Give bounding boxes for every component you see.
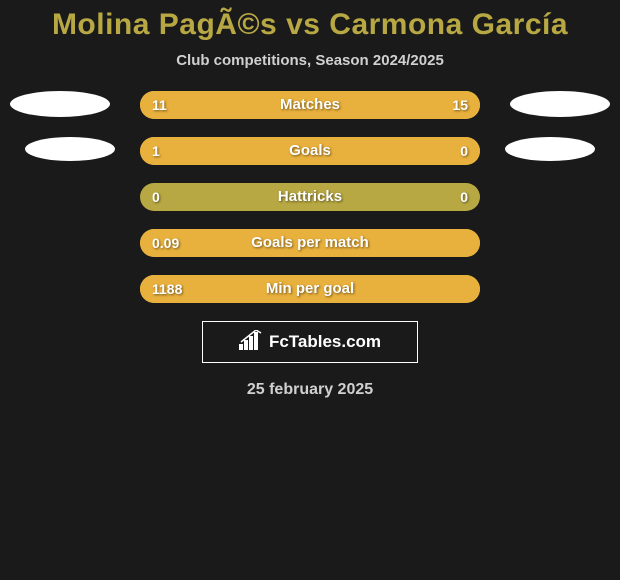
stat-row-mpg: 1188 Min per goal bbox=[0, 275, 620, 303]
player-avatar-left-2 bbox=[25, 137, 115, 161]
stat-row-goals: 1 Goals 0 bbox=[0, 137, 620, 165]
comparison-area: 11 Matches 15 1 Goals 0 0 Hattricks 0 bbox=[0, 91, 620, 303]
logo-box[interactable]: FcTables.com bbox=[202, 321, 418, 363]
bar-value-right: 0 bbox=[460, 137, 468, 165]
player-avatar-right-2 bbox=[505, 137, 595, 161]
subtitle: Club competitions, Season 2024/2025 bbox=[0, 52, 620, 69]
page-title: Molina PagÃ©s vs Carmona García bbox=[0, 8, 620, 42]
main-container: Molina PagÃ©s vs Carmona García Club com… bbox=[0, 0, 620, 399]
bar-track: 0 Hattricks 0 bbox=[140, 183, 480, 211]
bar-value-right: 0 bbox=[460, 183, 468, 211]
bar-label: Goals bbox=[140, 137, 480, 165]
bar-track: 1 Goals 0 bbox=[140, 137, 480, 165]
stat-row-hattricks: 0 Hattricks 0 bbox=[0, 183, 620, 211]
logo-chart-icon bbox=[239, 330, 263, 355]
bar-track: 1188 Min per goal bbox=[140, 275, 480, 303]
player-avatar-left bbox=[10, 91, 110, 117]
bar-label: Hattricks bbox=[140, 183, 480, 211]
stat-row-matches: 11 Matches 15 bbox=[0, 91, 620, 119]
bar-track: 11 Matches 15 bbox=[140, 91, 480, 119]
player-avatar-right bbox=[510, 91, 610, 117]
bar-track: 0.09 Goals per match bbox=[140, 229, 480, 257]
bar-value-right: 15 bbox=[452, 91, 468, 119]
bar-label: Matches bbox=[140, 91, 480, 119]
stat-row-gpm: 0.09 Goals per match bbox=[0, 229, 620, 257]
bar-label: Min per goal bbox=[140, 275, 480, 303]
logo-text: FcTables.com bbox=[269, 332, 381, 352]
bar-label: Goals per match bbox=[140, 229, 480, 257]
date-label: 25 february 2025 bbox=[0, 381, 620, 399]
